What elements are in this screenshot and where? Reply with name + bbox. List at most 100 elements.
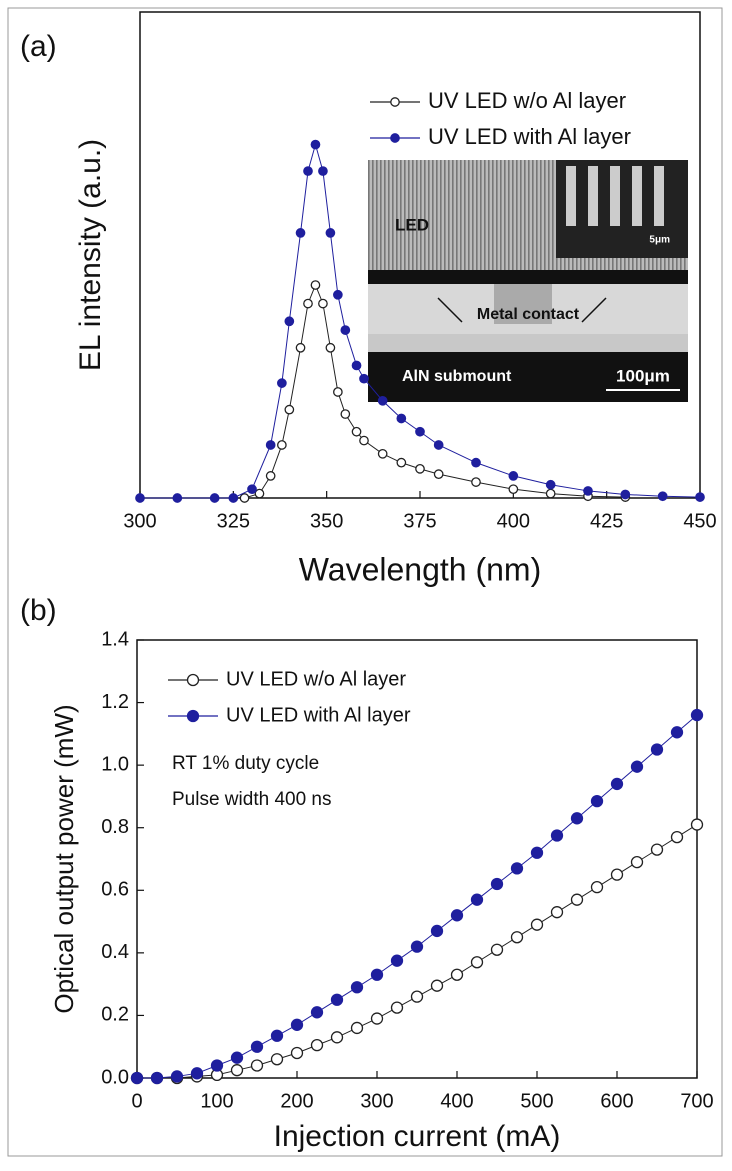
x-tick-label: 350: [310, 510, 343, 532]
marker: [415, 426, 425, 437]
y-axis-title: Optical output power (mW): [49, 704, 79, 1013]
annotation: RT 1% duty cycle: [172, 753, 319, 774]
legend-marker: [390, 97, 400, 107]
marker: [433, 469, 444, 479]
x-tick-label: 700: [680, 1090, 713, 1112]
x-tick-label: 400: [440, 1090, 473, 1112]
y-tick-label: 0.8: [101, 816, 129, 838]
marker: [270, 1029, 284, 1042]
marker: [310, 1006, 324, 1019]
marker: [190, 1067, 204, 1080]
annotation: Pulse width 400 ns: [172, 789, 332, 810]
legend-label: UV LED w/o Al layer: [428, 88, 626, 113]
marker: [310, 1039, 324, 1052]
marker: [330, 1031, 344, 1044]
inset-label: Metal contact: [477, 306, 580, 323]
marker: [510, 931, 524, 944]
marker: [470, 893, 484, 906]
marker: [415, 463, 425, 474]
marker: [570, 812, 584, 825]
marker: [433, 440, 444, 450]
x-tick-label: 0: [131, 1090, 142, 1112]
marker: [430, 979, 444, 992]
y-tick-label: 1.4: [101, 628, 129, 650]
marker: [230, 1064, 244, 1077]
marker: [303, 166, 313, 176]
inset-scale: 5μm: [649, 235, 670, 246]
marker: [359, 435, 369, 446]
marker: [690, 708, 704, 722]
marker: [530, 846, 544, 859]
marker: [250, 1040, 264, 1053]
marker: [130, 1071, 144, 1085]
marker: [303, 298, 313, 309]
marker: [670, 830, 684, 844]
marker: [377, 448, 388, 459]
series-line: [140, 142, 701, 499]
marker: [410, 990, 424, 1003]
marker: [508, 484, 519, 495]
marker: [284, 316, 295, 327]
x-axis-title: Injection current (mA): [274, 1120, 561, 1153]
marker: [265, 471, 276, 481]
legend-marker: [186, 709, 200, 723]
frame: [7, 7, 723, 1157]
marker: [410, 940, 424, 953]
marker: [330, 993, 344, 1006]
marker: [390, 1001, 404, 1014]
marker: [390, 954, 404, 967]
legend-marker: [186, 673, 200, 687]
marker: [590, 794, 604, 808]
marker: [650, 843, 664, 856]
marker: [471, 457, 481, 468]
y-axis-title: EL intensity (a.u.): [74, 139, 107, 371]
marker: [396, 457, 407, 468]
marker: [610, 868, 624, 881]
x-tick-label: 200: [280, 1090, 313, 1112]
y-tick-label: 0.4: [101, 941, 129, 963]
marker: [290, 1046, 304, 1060]
marker: [695, 492, 705, 502]
marker: [610, 777, 624, 791]
legend-label: UV LED with Al layer: [226, 704, 411, 726]
marker: [670, 726, 684, 739]
marker: [295, 342, 306, 353]
y-tick-label: 0.6: [101, 879, 129, 901]
inset-image: LED 5μm Metal contact AlN submount 100μm: [368, 160, 688, 402]
marker: [170, 1070, 184, 1083]
marker: [333, 289, 343, 300]
marker: [270, 1053, 284, 1066]
marker: [530, 918, 544, 931]
marker: [370, 1012, 384, 1025]
marker: [545, 488, 556, 499]
marker: [350, 1021, 364, 1035]
y-tick-label: 1.2: [101, 691, 129, 713]
marker: [351, 426, 362, 437]
legend-label: UV LED w/o Al layer: [226, 668, 406, 690]
marker: [250, 1059, 264, 1072]
x-tick-label: 375: [403, 510, 436, 532]
x-tick-label: 400: [497, 510, 530, 532]
marker: [290, 1018, 304, 1031]
x-tick-label: 300: [123, 510, 156, 532]
marker: [450, 968, 464, 981]
marker: [340, 325, 351, 335]
y-tick-label: 0.2: [101, 1004, 129, 1026]
marker: [396, 413, 407, 424]
plot-frame: [136, 639, 698, 1079]
x-axis-title: Wavelength (nm): [299, 551, 541, 587]
marker: [239, 493, 250, 503]
marker: [210, 1059, 224, 1072]
x-tick-label: 425: [590, 510, 623, 532]
x-tick-label: 500: [520, 1090, 553, 1112]
x-tick-label: 300: [360, 1090, 393, 1112]
x-tick-label: 600: [600, 1090, 633, 1112]
marker: [172, 493, 183, 503]
marker: [284, 404, 295, 415]
marker: [590, 881, 604, 894]
marker: [630, 855, 644, 869]
legend-label: UV LED with Al layer: [428, 124, 631, 149]
inset-label: AlN submount: [402, 368, 512, 385]
